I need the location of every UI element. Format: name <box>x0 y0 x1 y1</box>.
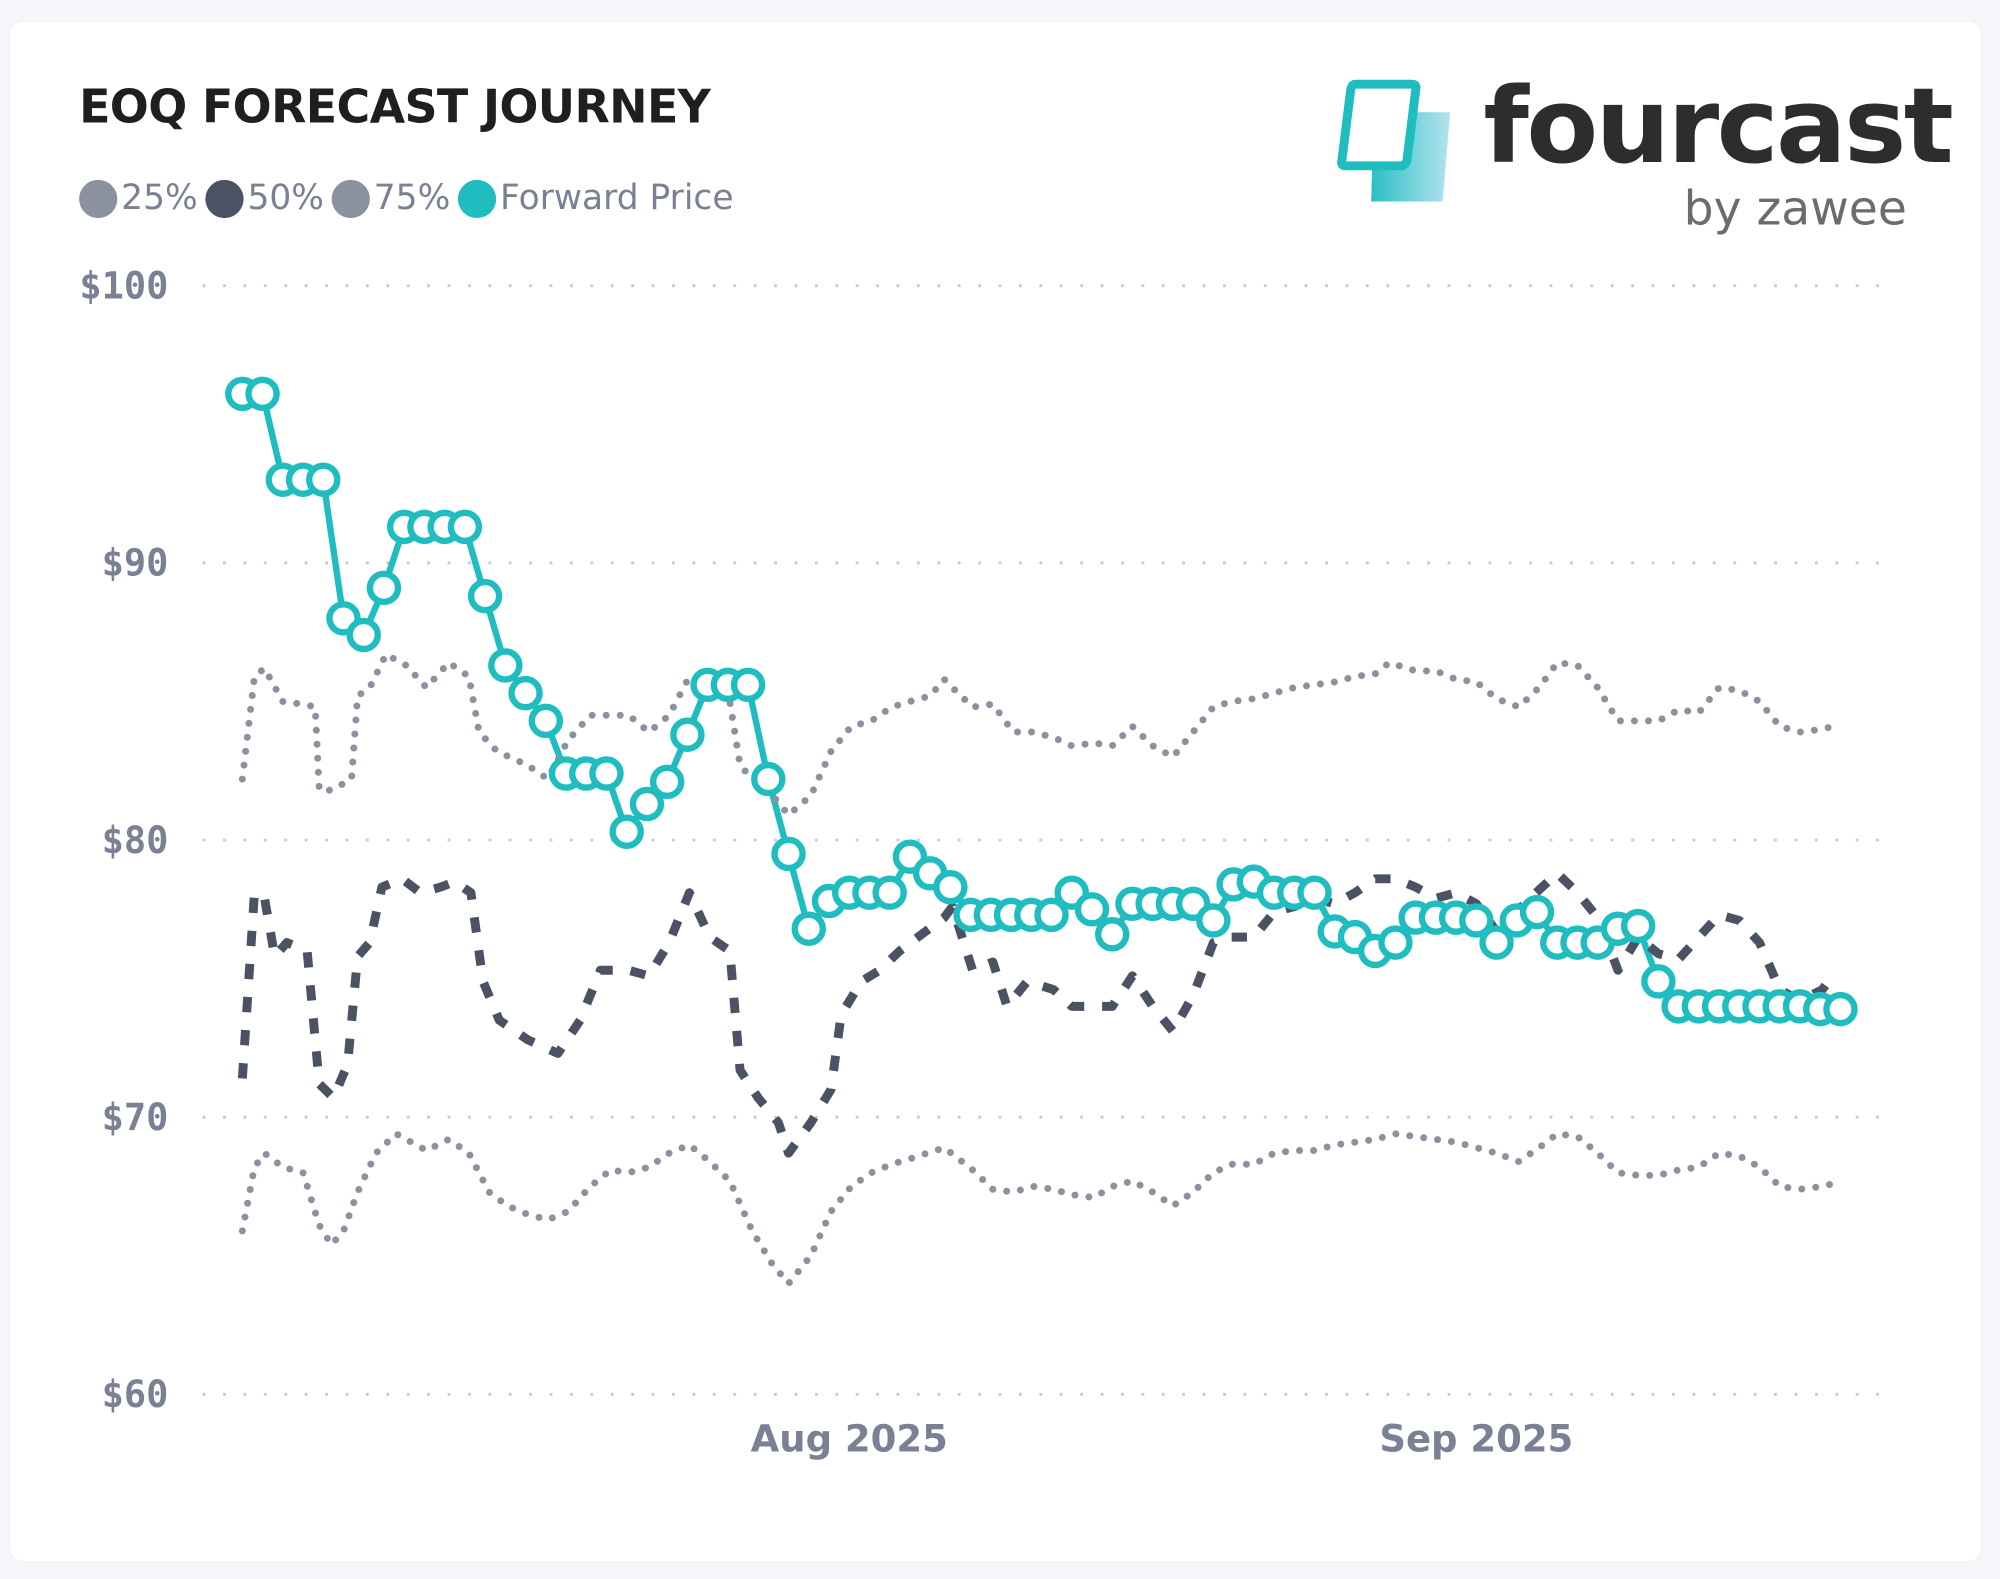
forward-price-point[interactable] <box>306 462 341 497</box>
forward-price-point[interactable] <box>1823 991 1858 1027</box>
chart-title: EOQ FORECAST JOURNEY <box>79 81 711 134</box>
legend-dot-icon <box>79 179 118 218</box>
legend-label: 75% <box>373 178 451 219</box>
series-line-p25 <box>238 1130 1836 1288</box>
logo-mark-icon <box>1337 79 1451 202</box>
legend-item-50[interactable]: 50% <box>205 178 325 219</box>
y-tick-label: $100 <box>79 264 168 307</box>
forward-price-point[interactable] <box>245 376 280 412</box>
legend-dot-icon <box>457 179 497 218</box>
series-line-p50 <box>237 868 1836 1158</box>
legend-item-25[interactable]: 25% <box>79 178 198 219</box>
legend-label: Forward Price <box>500 178 734 219</box>
forward-price-markers <box>225 376 1858 1027</box>
forward-price-point[interactable] <box>528 703 564 739</box>
forward-price-point[interactable] <box>1641 964 1676 999</box>
forward-price-point[interactable] <box>751 761 786 797</box>
legend: 25% 50% 75% Forward Price <box>79 178 741 219</box>
chart-card <box>10 21 1981 1562</box>
forward-price-point[interactable] <box>1459 903 1494 938</box>
forward-price-point[interactable] <box>649 764 685 800</box>
forward-price-point[interactable] <box>1479 925 1514 960</box>
forward-price-point[interactable] <box>1620 908 1656 944</box>
forward-price-point[interactable] <box>1094 917 1130 952</box>
forward-price-point[interactable] <box>629 786 665 822</box>
legend-dot-icon <box>331 179 370 218</box>
forward-price-point[interactable] <box>1074 892 1110 927</box>
y-axis-labels: $100 $90 $80 $70 $60 <box>79 264 168 1416</box>
fourcast-logo: fourcast by zawee <box>1333 66 1954 240</box>
legend-item-forward-price[interactable]: Forward Price <box>457 178 734 219</box>
x-tick-label: Sep 2025 <box>1379 1418 1573 1461</box>
forward-price-point[interactable] <box>589 756 624 791</box>
legend-label: 50% <box>247 178 325 219</box>
forward-price-point[interactable] <box>933 869 968 905</box>
x-tick-label: Aug 2025 <box>751 1418 948 1461</box>
forward-price-point[interactable] <box>1034 897 1069 933</box>
forward-price-point[interactable] <box>488 648 523 683</box>
forward-price-point[interactable] <box>508 675 543 711</box>
y-tick-label: $70 <box>102 1096 169 1139</box>
forward-price-point[interactable] <box>366 570 402 606</box>
y-tick-label: $80 <box>102 819 169 862</box>
y-tick-label: $60 <box>102 1373 169 1416</box>
forward-price-point[interactable] <box>670 717 705 752</box>
forward-price-point[interactable] <box>467 578 503 614</box>
forward-price-point[interactable] <box>447 509 483 545</box>
y-tick-label: $90 <box>102 542 169 585</box>
forward-price-point[interactable] <box>1378 925 1413 960</box>
forward-price-point[interactable] <box>1297 875 1332 910</box>
forward-price-point[interactable] <box>1196 903 1231 938</box>
series-line-p75 <box>238 650 1836 819</box>
forward-price-point[interactable] <box>771 836 806 872</box>
logo-wordmark: fourcast <box>1483 66 1953 188</box>
forward-price-point[interactable] <box>791 911 826 946</box>
legend-item-75[interactable]: 75% <box>331 178 451 219</box>
forward-price-point[interactable] <box>730 667 766 703</box>
forward-price-point[interactable] <box>609 814 644 849</box>
forward-price-point[interactable] <box>346 617 381 653</box>
gridlines <box>202 284 1883 1396</box>
legend-dot-icon <box>205 179 244 218</box>
forward-price-point[interactable] <box>872 875 907 910</box>
forward-price-point[interactable] <box>1519 894 1555 930</box>
x-axis-labels: Aug 2025 Sep 2025 <box>751 1418 1574 1461</box>
logo-subtitle: by zawee <box>1683 181 1907 236</box>
legend-label: 25% <box>121 178 198 219</box>
